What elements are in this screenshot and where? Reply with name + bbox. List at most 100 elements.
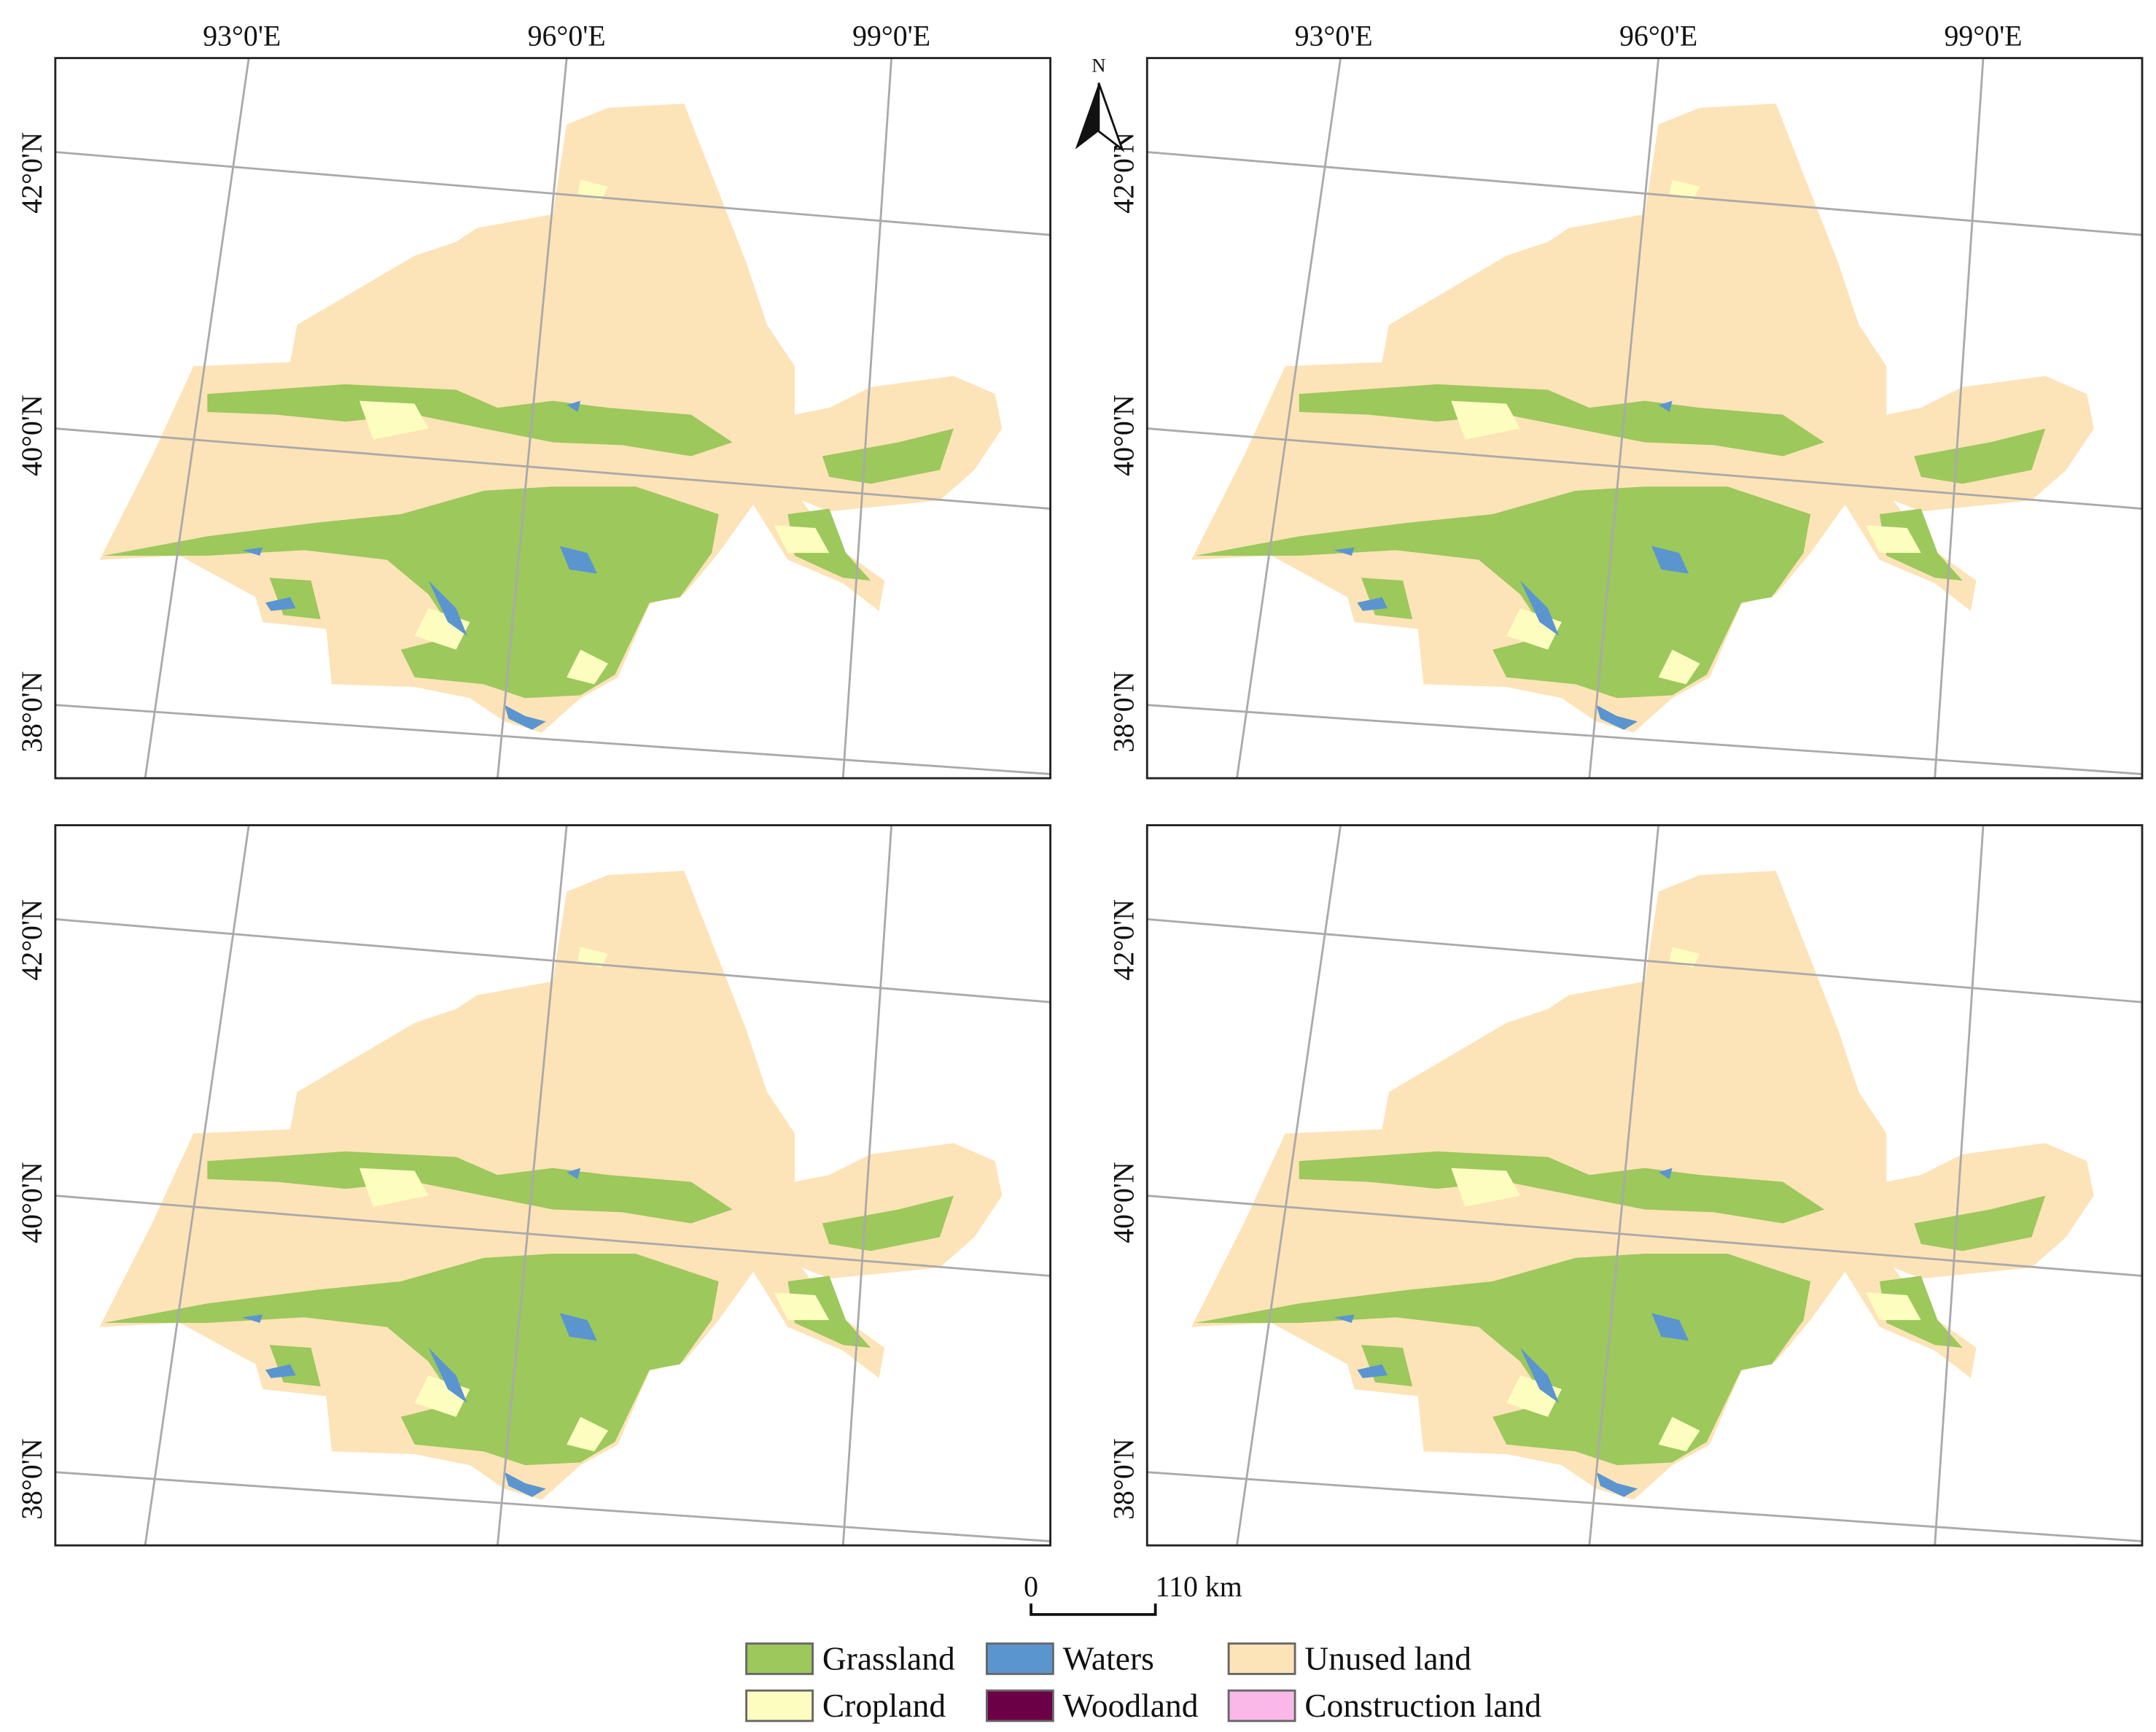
graticule bbox=[55, 704, 1051, 775]
graticule bbox=[841, 58, 893, 779]
legend-label: Woodland bbox=[1063, 1687, 1199, 1724]
legend-label: Construction land bbox=[1304, 1687, 1541, 1724]
north-arrow-right bbox=[1097, 82, 1125, 152]
scale-start: 0 bbox=[1024, 1571, 1038, 1603]
legend-label: Grassland bbox=[822, 1640, 955, 1677]
legend-swatch bbox=[985, 1642, 1054, 1675]
waters bbox=[1658, 1168, 1673, 1179]
legend-label: Waters bbox=[1063, 1640, 1154, 1677]
waters bbox=[1357, 597, 1388, 611]
north-arrow-left bbox=[1075, 82, 1099, 149]
graticule bbox=[1147, 1471, 2142, 1542]
latitude-label: 42°0'N bbox=[16, 132, 48, 214]
grassland bbox=[207, 384, 733, 457]
waters bbox=[559, 545, 597, 574]
panel-frame bbox=[54, 824, 1052, 1547]
grassland bbox=[1879, 1275, 1963, 1348]
grassland bbox=[1195, 486, 1811, 699]
grassland bbox=[104, 1254, 719, 1466]
cropland bbox=[1865, 1292, 1921, 1321]
cropland bbox=[1658, 1416, 1700, 1452]
grassland bbox=[1299, 1151, 1825, 1224]
graticule bbox=[1588, 58, 1660, 779]
map-panel: 42°0'N 40°0'N 38°0'N bbox=[16, 824, 1052, 1547]
latitude-label: 42°0'N bbox=[1108, 132, 1140, 214]
grassland bbox=[822, 1195, 954, 1251]
legend-swatch bbox=[1227, 1689, 1296, 1723]
latitude-label: 38°0'N bbox=[16, 671, 48, 753]
longitude-label: 93°0'E bbox=[1295, 20, 1373, 53]
latitude-label: 38°0'N bbox=[1108, 671, 1140, 753]
graticule bbox=[496, 825, 568, 1546]
latitude-label: 40°0'N bbox=[16, 395, 48, 476]
map-panel: 93°0'E 96°0'E 99°0'E 42°0'N 40°0'N 38°0'N bbox=[1108, 20, 2144, 780]
waters bbox=[265, 1364, 296, 1378]
legend-swatch bbox=[745, 1642, 814, 1675]
waters bbox=[1334, 1314, 1355, 1323]
cropland bbox=[774, 525, 830, 554]
graticule bbox=[55, 427, 1051, 510]
legend-label: Unused land bbox=[1304, 1640, 1471, 1677]
panel-frame bbox=[1145, 57, 2144, 780]
map-panel: 93°0'E 96°0'E 99°0'E 42°0'N 40°0'N 38°0'N bbox=[16, 20, 1052, 780]
longitude-label: 96°0'E bbox=[528, 20, 606, 53]
cropland bbox=[1658, 649, 1700, 685]
grassland bbox=[104, 486, 719, 699]
panel-frame bbox=[1145, 824, 2144, 1547]
cropland bbox=[1451, 1168, 1521, 1207]
waters bbox=[1651, 545, 1689, 574]
cropland bbox=[359, 400, 429, 440]
waters bbox=[428, 580, 467, 636]
longitude-label: 93°0'E bbox=[203, 20, 281, 53]
grassland bbox=[787, 1275, 871, 1348]
grassland bbox=[1299, 384, 1825, 457]
graticule bbox=[1934, 58, 1985, 779]
latitude-label: 40°0'N bbox=[1108, 395, 1140, 476]
longitude-label: 99°0'E bbox=[1944, 20, 2022, 53]
graticule bbox=[1147, 704, 2142, 775]
legend-label: Cropland bbox=[822, 1687, 946, 1724]
waters bbox=[428, 1348, 467, 1403]
graticule bbox=[144, 58, 250, 779]
waters bbox=[567, 400, 581, 412]
waters bbox=[265, 597, 296, 611]
waters bbox=[504, 1472, 546, 1497]
graticule bbox=[1588, 825, 1660, 1546]
waters bbox=[1651, 1313, 1689, 1341]
waters bbox=[1520, 1348, 1560, 1403]
latitude-label: 38°0'N bbox=[16, 1438, 48, 1520]
latitude-label: 40°0'N bbox=[1108, 1162, 1140, 1243]
waters bbox=[1357, 1364, 1388, 1378]
legend-swatch bbox=[1227, 1642, 1296, 1675]
cropland bbox=[359, 1168, 429, 1207]
graticule bbox=[1147, 1195, 2142, 1277]
graticule bbox=[496, 58, 568, 779]
grassland bbox=[787, 508, 871, 581]
map-body bbox=[55, 825, 1051, 1546]
graticule bbox=[55, 1195, 1051, 1277]
panel-frame bbox=[54, 57, 1052, 780]
waters bbox=[1596, 704, 1638, 730]
map-body bbox=[55, 58, 1051, 779]
latitude-label: 40°0'N bbox=[16, 1162, 48, 1243]
legend-swatch bbox=[745, 1689, 814, 1723]
waters bbox=[1520, 580, 1560, 636]
waters bbox=[1596, 1472, 1638, 1497]
waters bbox=[1658, 400, 1673, 412]
scale-end: 110 km bbox=[1156, 1571, 1242, 1603]
waters bbox=[241, 547, 263, 556]
grassland bbox=[1195, 1254, 1811, 1466]
latitude-label: 38°0'N bbox=[1108, 1438, 1140, 1520]
cropland bbox=[774, 1292, 830, 1321]
grassland bbox=[1879, 508, 1963, 581]
graticule bbox=[1147, 427, 2142, 510]
grassland bbox=[1914, 1195, 2046, 1251]
cropland bbox=[567, 1416, 609, 1452]
north-label: N bbox=[1091, 55, 1105, 77]
scale-bar bbox=[1030, 1603, 1157, 1616]
graticule bbox=[55, 1471, 1051, 1542]
graticule bbox=[1236, 825, 1342, 1546]
waters bbox=[504, 704, 546, 730]
graticule bbox=[1236, 58, 1342, 779]
